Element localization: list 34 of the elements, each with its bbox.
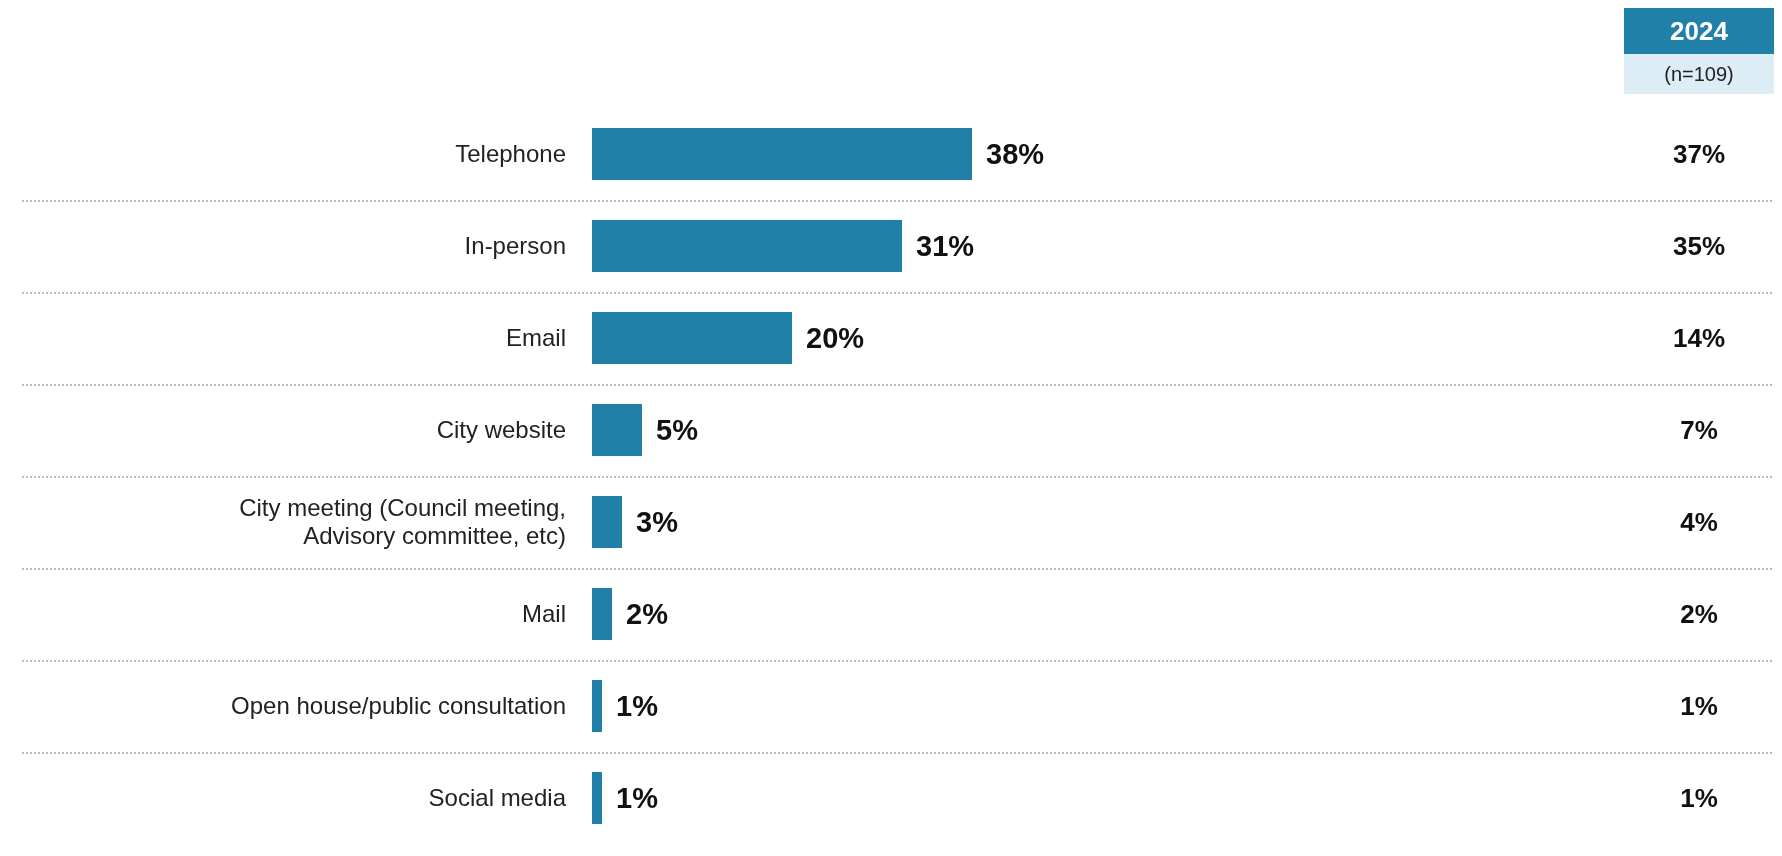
- text: 4%: [1679, 506, 1719, 539]
- y-tick-label: Social media: [428, 784, 567, 811]
- bar: [592, 496, 622, 548]
- y-tick-label: Open house/public consultation: [231, 692, 566, 719]
- text: 14%: [1671, 322, 1726, 355]
- data-label: 20%: [806, 322, 865, 354]
- data-label: 38%: [986, 138, 1045, 170]
- text: 7%: [1679, 414, 1719, 447]
- bar: [592, 220, 902, 272]
- text: 1%: [1679, 690, 1719, 723]
- bar: [592, 128, 972, 180]
- data-label: 2%: [626, 598, 669, 630]
- bar: [592, 772, 602, 824]
- y-tick-label: Email: [505, 324, 566, 351]
- data-label: 5%: [656, 414, 699, 446]
- y-tick-label: City meeting (Council meeting, Advisory committee, etc): [239, 494, 566, 549]
- bar: [592, 404, 642, 456]
- y-tick-label: Mail: [521, 600, 566, 627]
- data-label: 1%: [616, 782, 659, 814]
- y-tick-label: In-person: [464, 232, 566, 259]
- bar: [592, 680, 602, 732]
- text: 2%: [1679, 598, 1719, 631]
- data-label: 31%: [916, 230, 975, 262]
- data-label: 1%: [616, 690, 659, 722]
- text: 35%: [1671, 230, 1726, 263]
- text: 2024: [1624, 8, 1774, 54]
- bar: [592, 312, 792, 364]
- y-tick-label: City website: [436, 416, 566, 443]
- text: 1%: [1679, 782, 1719, 815]
- data-label: 3%: [636, 506, 679, 538]
- bar: [592, 588, 612, 640]
- text: (n=109): [1624, 54, 1774, 94]
- text: 37%: [1671, 138, 1726, 171]
- y-tick-label: Telephone: [455, 140, 566, 167]
